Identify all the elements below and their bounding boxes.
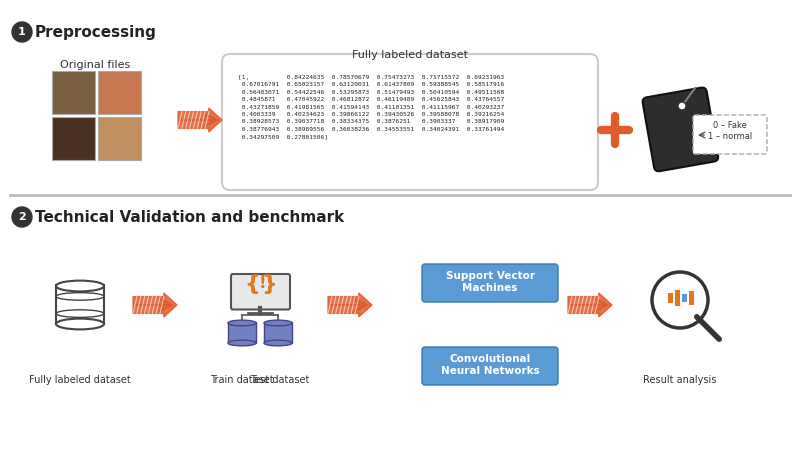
Ellipse shape (228, 340, 256, 346)
FancyBboxPatch shape (52, 117, 95, 160)
Circle shape (652, 272, 708, 328)
Text: Fully labeled dataset: Fully labeled dataset (352, 50, 468, 60)
Text: !: ! (258, 274, 266, 292)
FancyBboxPatch shape (228, 322, 256, 343)
Text: }: } (261, 274, 277, 293)
FancyArrow shape (328, 293, 372, 317)
Text: Original files: Original files (60, 60, 130, 70)
Text: Test dataset: Test dataset (250, 375, 310, 385)
Text: Train dataset: Train dataset (210, 375, 274, 385)
Text: Preprocessing: Preprocessing (35, 24, 157, 40)
FancyArrow shape (178, 108, 222, 132)
Circle shape (12, 207, 32, 227)
FancyBboxPatch shape (422, 264, 558, 302)
FancyBboxPatch shape (264, 322, 292, 343)
Ellipse shape (56, 281, 104, 292)
Circle shape (678, 102, 686, 110)
Ellipse shape (264, 340, 292, 346)
FancyBboxPatch shape (52, 71, 95, 114)
Ellipse shape (264, 320, 292, 326)
Bar (675, 290, 680, 306)
Bar (668, 293, 673, 303)
Circle shape (12, 22, 32, 42)
FancyBboxPatch shape (642, 88, 718, 171)
FancyBboxPatch shape (98, 117, 141, 160)
Text: Fully labeled dataset: Fully labeled dataset (29, 375, 131, 385)
Text: Result analysis: Result analysis (643, 375, 717, 385)
Text: 2: 2 (18, 212, 26, 222)
FancyArrow shape (568, 293, 612, 317)
FancyBboxPatch shape (693, 115, 767, 154)
FancyBboxPatch shape (56, 285, 104, 324)
Bar (682, 294, 687, 302)
Text: Technical Validation and benchmark: Technical Validation and benchmark (35, 210, 344, 225)
FancyArrow shape (133, 293, 177, 317)
Text: Support Vector
Machines: Support Vector Machines (446, 271, 534, 293)
FancyBboxPatch shape (98, 71, 141, 114)
Ellipse shape (228, 320, 256, 326)
FancyBboxPatch shape (222, 54, 598, 190)
Text: Convolutional
Neural Networks: Convolutional Neural Networks (441, 354, 539, 376)
Text: {: { (244, 274, 260, 293)
FancyBboxPatch shape (422, 347, 558, 385)
Text: [1,          0.84224635  0.78570679  0.75473273  0.71715572  0.69231963
 0.67016: [1, 0.84224635 0.78570679 0.75473273 0.7… (238, 75, 504, 139)
Ellipse shape (56, 319, 104, 329)
Text: 1: 1 (18, 27, 26, 37)
Text: 0 – Fake
1 – normal: 0 – Fake 1 – normal (708, 122, 752, 141)
FancyBboxPatch shape (231, 274, 290, 310)
Bar (689, 291, 694, 305)
